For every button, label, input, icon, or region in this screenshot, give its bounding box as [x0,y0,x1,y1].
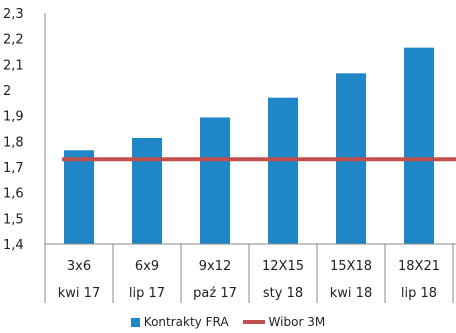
legend-label-fra: Kontrakty FRA [143,315,229,329]
x-category-label: 12X15 [262,259,304,274]
x-date-label: sty 18 [263,286,303,301]
legend-swatch-fra [130,317,140,327]
y-axis: 1,4 1,5 1,6 1,7 1,8 1,9 2 2,1 2,2 2,3 [3,7,46,253]
x-category-label: 6x9 [135,259,159,274]
y-tick-label: 2,3 [3,7,24,22]
y-tick-label: 2,2 [3,33,24,48]
bar [64,150,94,244]
y-tick-label: 2,1 [3,58,24,73]
x-date-label: lip 18 [401,286,437,301]
x-category-label: 18X21 [398,259,440,274]
legend-swatch-wibor [242,320,265,324]
bar-series [64,47,434,245]
x-category-label: 9x12 [199,259,232,274]
bar [132,137,162,244]
x-axis: 3x6 kwi 17 6x9 lip 17 9x12 paź 17 12X15 sty 18 1… [44,243,456,303]
y-tick-label: 1,7 [3,161,24,176]
legend: Kontrakty FRA Wibor 3M [0,314,456,330]
y-tick-label: 1,6 [3,187,24,202]
x-date-label: kwi 18 [330,286,372,301]
y-tick-label: 2 [3,84,11,99]
bar [200,117,230,244]
x-category-label: 15X18 [330,259,372,274]
y-tick-label: 1,4 [3,238,24,253]
y-tick-label: 1,8 [3,135,24,150]
y-tick-label: 1,9 [3,110,24,125]
x-date-label: kwi 17 [58,286,100,301]
bar [404,47,434,245]
legend-item-fra: Kontrakty FRA [130,315,229,329]
x-date-label: lip 17 [129,286,165,301]
y-tick-label: 1,5 [3,212,24,227]
x-category-label: 3x6 [67,259,91,274]
legend-label-wibor: Wibor 3M [268,315,326,329]
legend-item-wibor: Wibor 3M [242,315,326,329]
x-date-label: paź 17 [193,286,237,301]
bar [268,97,298,244]
